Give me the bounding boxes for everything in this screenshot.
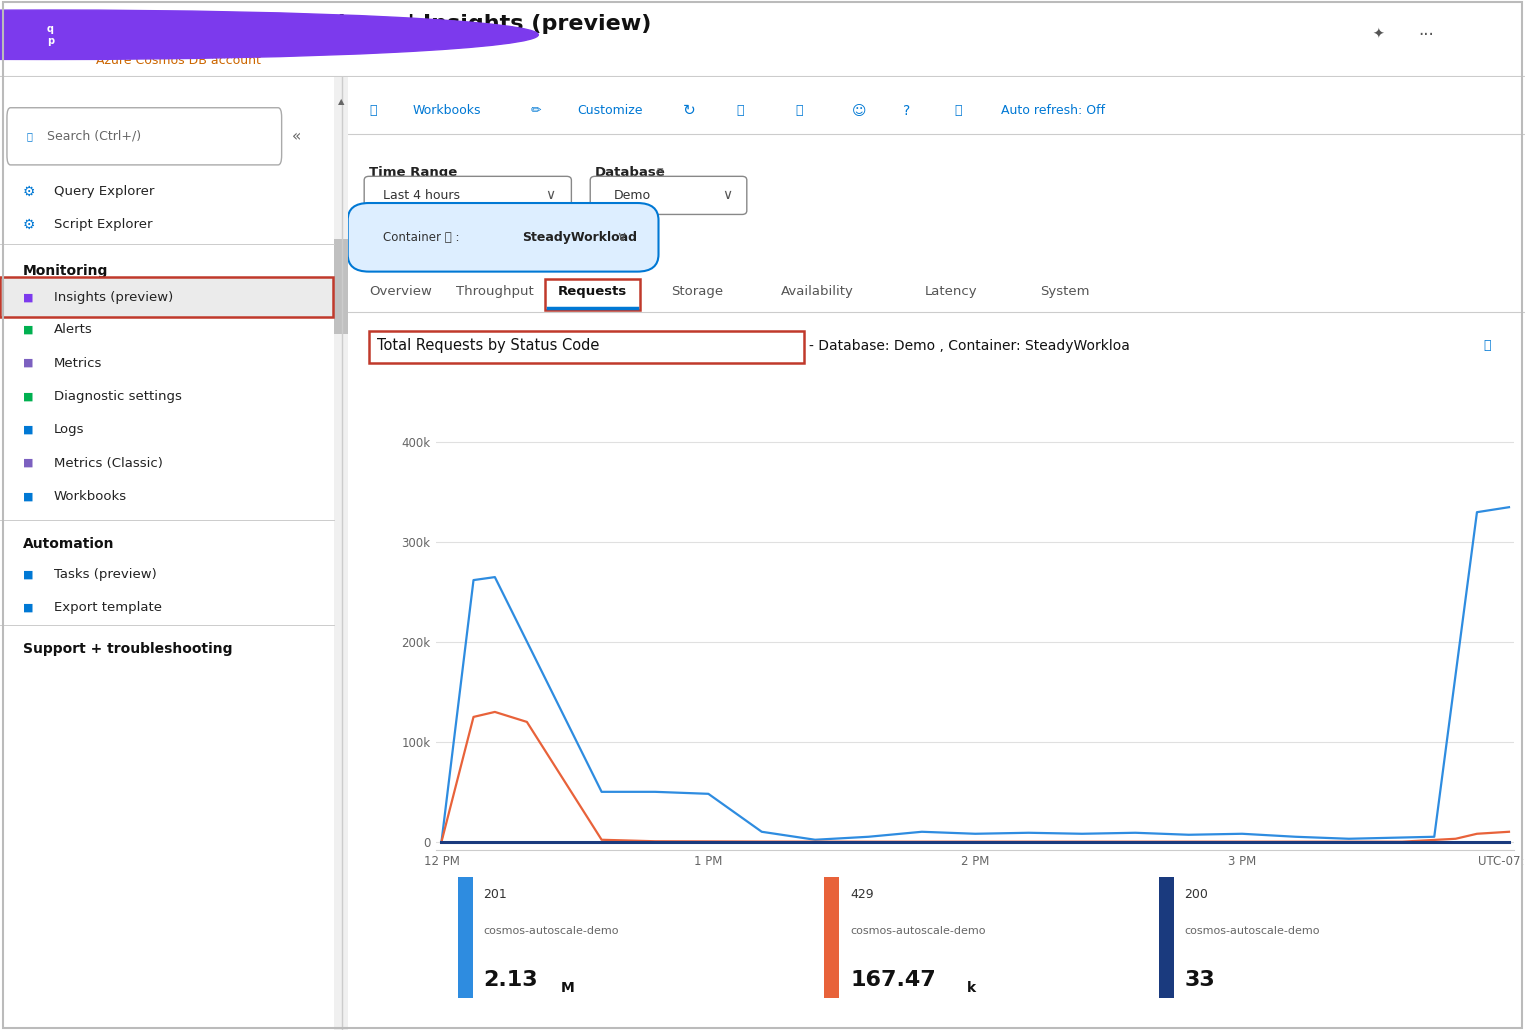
Text: ∨: ∨	[616, 231, 627, 244]
Text: Query Explorer: Query Explorer	[53, 185, 154, 198]
Text: ▲: ▲	[337, 97, 345, 105]
Text: ■: ■	[23, 293, 34, 303]
Text: Automation: Automation	[23, 537, 114, 551]
Bar	[334, 239, 348, 335]
Circle shape	[0, 10, 538, 60]
Bar	[369, 331, 805, 364]
Text: Tasks (preview): Tasks (preview)	[53, 569, 157, 581]
Text: Metrics (Classic): Metrics (Classic)	[53, 456, 163, 470]
Text: Availability: Availability	[781, 285, 854, 298]
Text: Metrics: Metrics	[53, 356, 102, 370]
Text: ■: ■	[23, 324, 34, 335]
Text: cosmos-autoscale-demo: cosmos-autoscale-demo	[849, 926, 985, 935]
Text: Azure Cosmos DB account: Azure Cosmos DB account	[96, 54, 261, 67]
Text: cosmos-autoscale-demo | Insights (preview): cosmos-autoscale-demo | Insights (previe…	[96, 14, 651, 35]
FancyBboxPatch shape	[8, 108, 282, 165]
Text: Requests: Requests	[557, 285, 627, 298]
Text: 33: 33	[1185, 970, 1215, 990]
Text: ✦: ✦	[1372, 28, 1385, 42]
Text: Diagnostic settings: Diagnostic settings	[53, 390, 181, 403]
Text: Total Requests by Status Code: Total Requests by Status Code	[377, 339, 599, 353]
Text: Search (Ctrl+/): Search (Ctrl+/)	[47, 130, 142, 143]
Bar	[1159, 878, 1174, 997]
Text: ∨: ∨	[546, 188, 555, 202]
Text: ☺: ☺	[851, 104, 866, 117]
Text: 🔍: 🔍	[26, 131, 32, 141]
Text: 📌: 📌	[1484, 340, 1491, 352]
Bar	[0, 277, 332, 317]
Text: ↻: ↻	[683, 103, 695, 118]
Text: 📒: 📒	[369, 104, 377, 117]
Text: cosmos-autoscale-demo: cosmos-autoscale-demo	[483, 926, 619, 935]
FancyBboxPatch shape	[364, 176, 572, 214]
Text: Workbooks: Workbooks	[412, 104, 480, 117]
Text: ∨: ∨	[721, 188, 732, 202]
Text: 🔔: 🔔	[737, 104, 744, 117]
Text: Last 4 hours: Last 4 hours	[383, 188, 461, 202]
Text: M: M	[561, 982, 575, 995]
Text: ■: ■	[23, 570, 34, 580]
Bar	[0, 277, 332, 317]
Text: 201: 201	[483, 888, 508, 901]
Text: Auto refresh: Off: Auto refresh: Off	[1000, 104, 1106, 117]
Text: q
p: q p	[47, 24, 53, 45]
Text: ···: ···	[1418, 26, 1433, 43]
Text: Database: Database	[595, 166, 666, 179]
Text: Time Range: Time Range	[369, 166, 458, 179]
Text: ■: ■	[23, 424, 34, 435]
Bar	[458, 878, 473, 997]
Text: ?: ?	[903, 104, 910, 117]
Text: SteadyWorkload: SteadyWorkload	[522, 231, 637, 244]
Text: Script Explorer: Script Explorer	[53, 218, 152, 232]
Text: Alerts: Alerts	[53, 323, 93, 336]
FancyBboxPatch shape	[590, 176, 747, 214]
Text: 429: 429	[849, 888, 874, 901]
Bar	[546, 279, 639, 310]
Text: cosmos-autoscale-demo: cosmos-autoscale-demo	[1185, 926, 1321, 935]
Text: ✏: ✏	[531, 104, 541, 117]
Text: System: System	[1040, 285, 1089, 298]
Text: Storage: Storage	[671, 285, 723, 298]
Text: ■: ■	[23, 603, 34, 613]
Text: Customize: Customize	[578, 104, 642, 117]
Text: k: k	[967, 982, 976, 995]
Text: Overview: Overview	[369, 285, 432, 298]
Text: Insights (preview): Insights (preview)	[53, 290, 174, 304]
Text: Logs: Logs	[53, 423, 84, 437]
Text: Throughput: Throughput	[456, 285, 534, 298]
Text: Requests: Requests	[557, 285, 627, 298]
Text: ⚙: ⚙	[23, 218, 35, 232]
Text: 📌: 📌	[795, 104, 802, 117]
Text: ■: ■	[23, 491, 34, 502]
Text: Support + troubleshooting: Support + troubleshooting	[23, 642, 232, 656]
Text: 200: 200	[1185, 888, 1208, 901]
Text: ■: ■	[23, 458, 34, 468]
Text: Latency: Latency	[924, 285, 978, 298]
Text: ■: ■	[23, 358, 34, 368]
Text: ⚙: ⚙	[23, 184, 35, 199]
FancyBboxPatch shape	[348, 203, 659, 272]
Bar	[825, 878, 839, 997]
Text: - Database: Demo , Container: SteadyWorkloa: - Database: Demo , Container: SteadyWork…	[810, 339, 1130, 353]
Text: 2.13: 2.13	[483, 970, 538, 990]
Text: Workbooks: Workbooks	[53, 490, 127, 503]
Text: Monitoring: Monitoring	[23, 264, 108, 278]
Text: 167.47: 167.47	[849, 970, 936, 990]
Text: «: «	[293, 129, 302, 144]
Text: ⓘ: ⓘ	[656, 168, 663, 177]
Text: Export template: Export template	[53, 602, 162, 615]
Bar	[334, 77, 348, 1030]
Text: ■: ■	[23, 391, 34, 402]
Text: Demo: Demo	[613, 188, 651, 202]
Text: 🕐: 🕐	[955, 104, 961, 117]
Text: Container ⓘ :: Container ⓘ :	[383, 231, 459, 244]
